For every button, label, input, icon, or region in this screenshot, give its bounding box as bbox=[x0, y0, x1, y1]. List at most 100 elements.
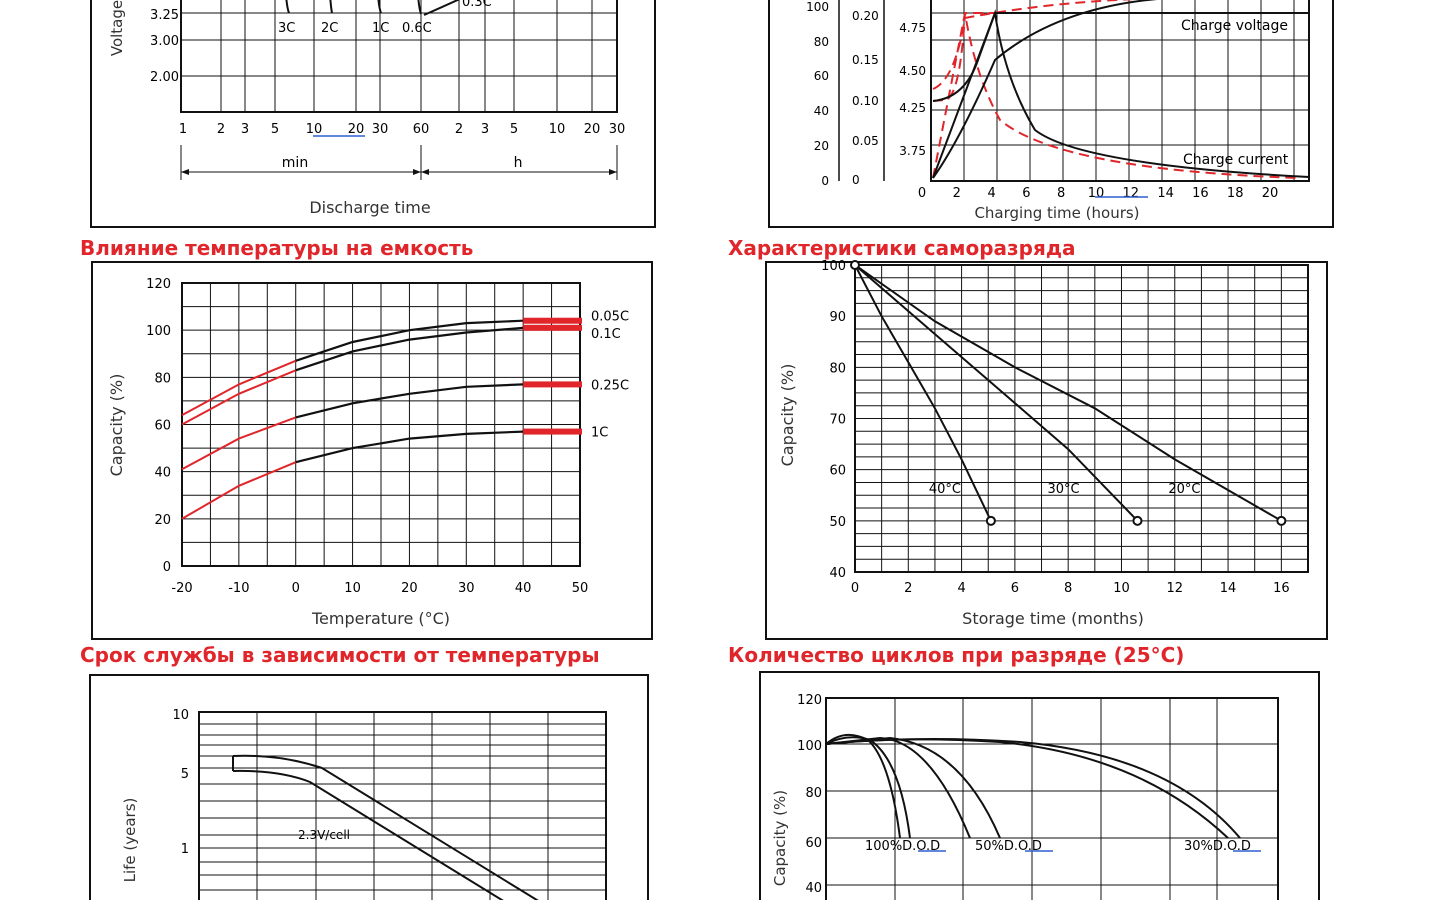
self-discharge-ytick: 70 bbox=[829, 413, 846, 428]
discharge-curve-2c bbox=[329, 0, 333, 14]
temp-capacity-series-label: 0.1C bbox=[591, 327, 621, 342]
charge-xtick: 12 bbox=[1123, 186, 1140, 201]
discharge-xtick: 60 bbox=[413, 122, 430, 137]
temp-capacity-series-cold bbox=[181, 461, 297, 520]
temp-capacity-ytick: 80 bbox=[154, 371, 171, 386]
self-discharge-plot-area bbox=[854, 264, 1309, 573]
temp-capacity-ytick: 40 bbox=[154, 466, 171, 481]
discharge-series-label: 0.3C bbox=[462, 0, 492, 10]
discharge-ytick: 3.25 bbox=[150, 8, 179, 23]
temp-capacity-series-marker bbox=[523, 381, 582, 388]
self-discharge-end-point bbox=[1132, 515, 1143, 526]
self-discharge-ytick: 50 bbox=[829, 515, 846, 530]
charge-chart: 02040608010000.050.100.150.203.754.254.5… bbox=[768, 0, 1334, 228]
discharge-ytick: 3.00 bbox=[150, 34, 179, 49]
self-discharge-end-point bbox=[1276, 515, 1287, 526]
self-discharge-ytick: 90 bbox=[829, 310, 846, 325]
discharge-series-label: 2C bbox=[321, 21, 338, 36]
charge-current-annotation: Charge current bbox=[1183, 152, 1289, 168]
self-discharge-ylabel: Capacity (%) bbox=[778, 364, 797, 467]
discharge-xtick: 10 bbox=[549, 122, 566, 137]
temp-capacity-series-cold bbox=[181, 369, 297, 426]
self-discharge-start-point bbox=[850, 260, 860, 270]
temp-capacity-series-label: 0.25C bbox=[591, 378, 629, 393]
temp-capacity-xtick: 50 bbox=[572, 581, 589, 596]
charge-ytick-mid: 0 bbox=[852, 173, 860, 187]
self-discharge-xtick: 10 bbox=[1113, 581, 1130, 596]
charge-ytick-left: 60 bbox=[814, 69, 829, 83]
charge-xtick: 10 bbox=[1088, 186, 1105, 201]
temp-capacity-series-label: 0.05C bbox=[591, 310, 629, 325]
self-discharge-xtick: 4 bbox=[957, 581, 965, 596]
cycles-30-lower bbox=[825, 737, 1241, 839]
charge-ytick-left: 20 bbox=[814, 139, 829, 153]
self-discharge-ytick: 40 bbox=[829, 566, 846, 581]
discharge-xlabel: Discharge time bbox=[309, 198, 430, 217]
temp-capacity-series-marker bbox=[523, 428, 582, 435]
discharge-xtick: 3 bbox=[241, 122, 249, 137]
temp-capacity-xtick: 40 bbox=[515, 581, 532, 596]
service-life-lower bbox=[232, 769, 511, 904]
cycles-ytick: 40 bbox=[805, 881, 822, 896]
temp-capacity-series-line bbox=[295, 383, 524, 419]
temp-capacity-xtick: 20 bbox=[401, 581, 418, 596]
charge-ytick-mid: 0.10 bbox=[852, 94, 879, 108]
cycles-ytick: 60 bbox=[805, 836, 822, 851]
self-discharge-series-label: 30°C bbox=[1047, 482, 1079, 497]
charge-current-red bbox=[932, 12, 1301, 179]
cycles-ytick: 100 bbox=[797, 739, 822, 754]
charge-ytick-right: 4.75 bbox=[899, 21, 926, 35]
cycles-plot-area bbox=[825, 697, 1279, 904]
charge-xtick: 20 bbox=[1262, 186, 1279, 201]
self-discharge-xtick: 12 bbox=[1166, 581, 1183, 596]
discharge-xtick: 10 bbox=[306, 122, 323, 137]
temp-capacity-xtick: -10 bbox=[228, 581, 249, 596]
temp-capacity-series-marker bbox=[523, 324, 582, 331]
discharge-curve-1c bbox=[377, 0, 382, 14]
temp-capacity-ylabel: Capacity (%) bbox=[107, 374, 126, 477]
charge-ytick-mid: 0.20 bbox=[852, 9, 879, 23]
self-discharge-xtick: 8 bbox=[1064, 581, 1072, 596]
temp-capacity-series-line bbox=[295, 326, 524, 372]
self-discharge-series-line bbox=[854, 264, 1139, 522]
self-discharge-series-line bbox=[854, 264, 1282, 522]
service-life-upper bbox=[232, 754, 546, 904]
discharge-series-label: 3C bbox=[278, 21, 295, 36]
heading-cycles: Количество циклов при разряде (25°C) bbox=[728, 643, 1184, 667]
cycles-30-upper bbox=[825, 738, 1229, 839]
discharge-xtick: 5 bbox=[271, 122, 279, 137]
heading-temp-capacity: Влияние температуры на емкость bbox=[80, 236, 473, 260]
service-life-plot-area bbox=[198, 711, 607, 904]
charge-ytick-mid: 0.15 bbox=[852, 53, 879, 67]
temp-capacity-xtick: -20 bbox=[171, 581, 192, 596]
temp-capacity-series-cold bbox=[181, 359, 297, 416]
charge-xtick: 14 bbox=[1157, 186, 1174, 201]
discharge-xtick: 2 bbox=[455, 122, 463, 137]
self-discharge-frame bbox=[765, 261, 1328, 640]
charge-xtick: 8 bbox=[1057, 186, 1065, 201]
discharge-xtick: 20 bbox=[584, 122, 601, 137]
self-discharge-xtick: 6 bbox=[1011, 581, 1019, 596]
cycles-100-lower bbox=[825, 736, 911, 839]
discharge-ylabel: Voltage bbox=[108, 0, 126, 56]
temp-capacity-xtick: 0 bbox=[292, 581, 300, 596]
self-discharge-xtick: 16 bbox=[1273, 581, 1290, 596]
charge-xlabel: Charging time (hours) bbox=[974, 204, 1139, 222]
temp-capacity-series-line bbox=[295, 319, 524, 362]
charge-xtick: 2 bbox=[953, 186, 961, 201]
charge-ytick-right: 4.25 bbox=[899, 101, 926, 115]
discharge-xtick: 3 bbox=[481, 122, 489, 137]
self-discharge-xlabel: Storage time (months) bbox=[962, 609, 1144, 628]
discharge-xtick: 2 bbox=[217, 122, 225, 137]
temp-capacity-xtick: 30 bbox=[458, 581, 475, 596]
discharge-xtick: 20 bbox=[348, 122, 365, 137]
self-discharge-ytick: 60 bbox=[829, 464, 846, 479]
service-life-ytick: 1 bbox=[181, 842, 189, 857]
self-discharge-ytick: 100 bbox=[821, 259, 846, 274]
temp-capacity-ytick: 0 bbox=[163, 560, 171, 575]
service-life-annotation: 2.3V/cell bbox=[298, 828, 350, 842]
temp-capacity-ytick: 20 bbox=[154, 513, 171, 528]
unit-min-label: min bbox=[282, 155, 308, 171]
service-life-ytick: 5 bbox=[181, 767, 189, 782]
